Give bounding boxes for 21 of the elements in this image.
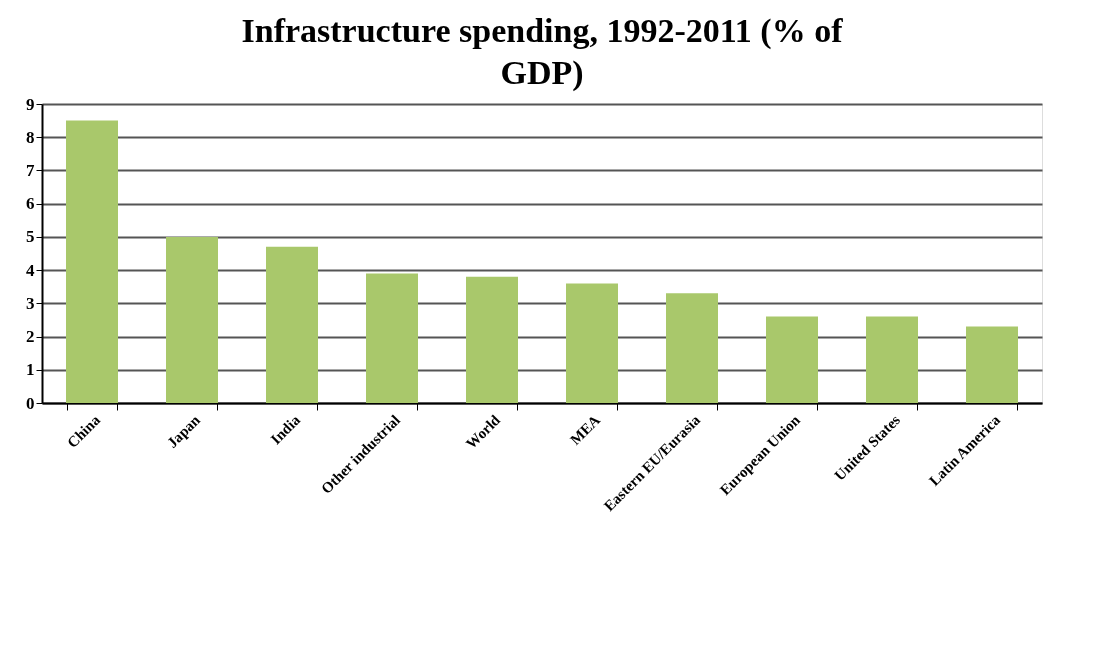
chart-title: Infrastructure spending, 1992-2011 (% of GDP) xyxy=(241,12,844,92)
bar xyxy=(66,120,118,403)
bar xyxy=(966,326,1018,403)
y-tick-label: 0 xyxy=(26,393,35,413)
bar xyxy=(466,276,518,403)
y-tick-label: 7 xyxy=(26,160,35,180)
y-tick-label: 3 xyxy=(26,293,35,313)
bar xyxy=(666,293,718,403)
y-tick-label: 9 xyxy=(26,94,35,114)
bar xyxy=(366,273,418,403)
bar xyxy=(566,283,618,403)
bar xyxy=(766,316,818,403)
y-tick-label: 2 xyxy=(26,327,35,347)
bar xyxy=(866,316,918,403)
bar xyxy=(166,236,218,403)
y-tick-label: 1 xyxy=(26,360,35,380)
y-tick-label: 4 xyxy=(26,260,35,280)
y-tick-label: 8 xyxy=(26,127,35,147)
y-tick-label: 5 xyxy=(26,227,35,247)
bar xyxy=(266,246,318,403)
y-tick-label: 6 xyxy=(26,194,35,214)
